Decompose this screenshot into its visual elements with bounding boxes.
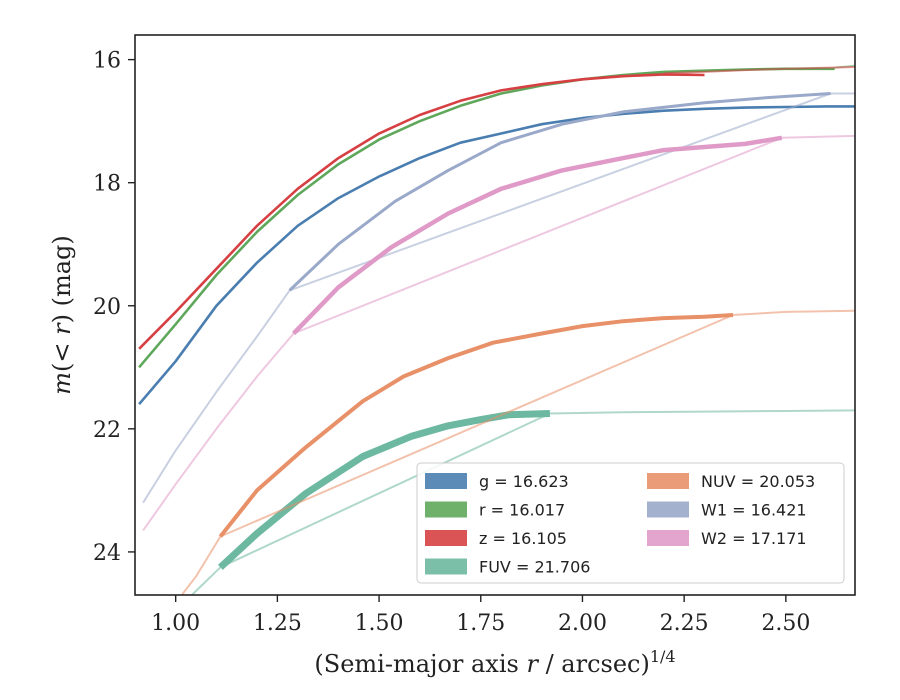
legend-label: W2 = 17.171: [701, 529, 807, 548]
series-extrapolation-line: [190, 409, 855, 595]
x-tick-label: 1.25: [253, 611, 302, 636]
y-tick-label: 16: [93, 49, 121, 74]
x-tick-label: 1.00: [151, 611, 200, 636]
series-line: [138, 67, 835, 369]
legend-label: FUV = 21.706: [479, 558, 590, 577]
x-tick-label: 2.50: [761, 611, 810, 636]
y-tick-label: 24: [93, 541, 121, 566]
x-axis: 1.00 1.25 1.50 1.75 2.00 2.25 2.50: [151, 595, 810, 636]
series-line: [288, 92, 831, 292]
y-tick-label: 22: [93, 418, 121, 443]
y-axis: 16 18 20 22 24: [93, 49, 135, 566]
legend-label: g = 16.623: [479, 472, 569, 491]
series-line: [138, 73, 705, 350]
series-extrapolation-line: [142, 92, 855, 504]
y-tick-label: 18: [93, 172, 121, 197]
legend-label: W1 = 16.421: [701, 501, 807, 520]
series-extrapolation-line: [663, 66, 855, 75]
legend-swatch: [647, 501, 689, 518]
x-tick-label: 1.50: [355, 611, 404, 636]
legend-swatch: [647, 530, 689, 546]
x-tick-label: 1.75: [456, 611, 505, 636]
series-line: [138, 105, 855, 406]
legend-box: [416, 462, 845, 584]
series-line: [291, 135, 783, 336]
legend-label: z = 16.105: [479, 529, 567, 548]
legend-label: r = 16.017: [479, 501, 565, 520]
legend-swatch: [425, 530, 467, 546]
y-tick-label: 20: [93, 295, 121, 320]
legend-swatch: [425, 501, 467, 518]
series-extrapolation-line: [180, 309, 855, 595]
legend-label: NUV = 20.053: [701, 472, 815, 491]
x-tick-label: 2.00: [558, 611, 607, 636]
legend-swatch: [425, 558, 467, 575]
series-line: [218, 313, 734, 538]
plot-frame: [134, 34, 856, 596]
x-axis-label: (Semi-major axis r / arcsec)1/4: [314, 647, 675, 678]
series-layer: [138, 64, 855, 595]
legend-swatch: [647, 473, 689, 489]
legend-swatch: [425, 473, 467, 489]
legend: g = 16.623 r = 16.017 z = 16.105 FUV = 21.7…: [416, 462, 845, 584]
x-tick-label: 2.25: [660, 611, 709, 636]
y-axis-label: m(< r) (mag): [48, 235, 76, 395]
